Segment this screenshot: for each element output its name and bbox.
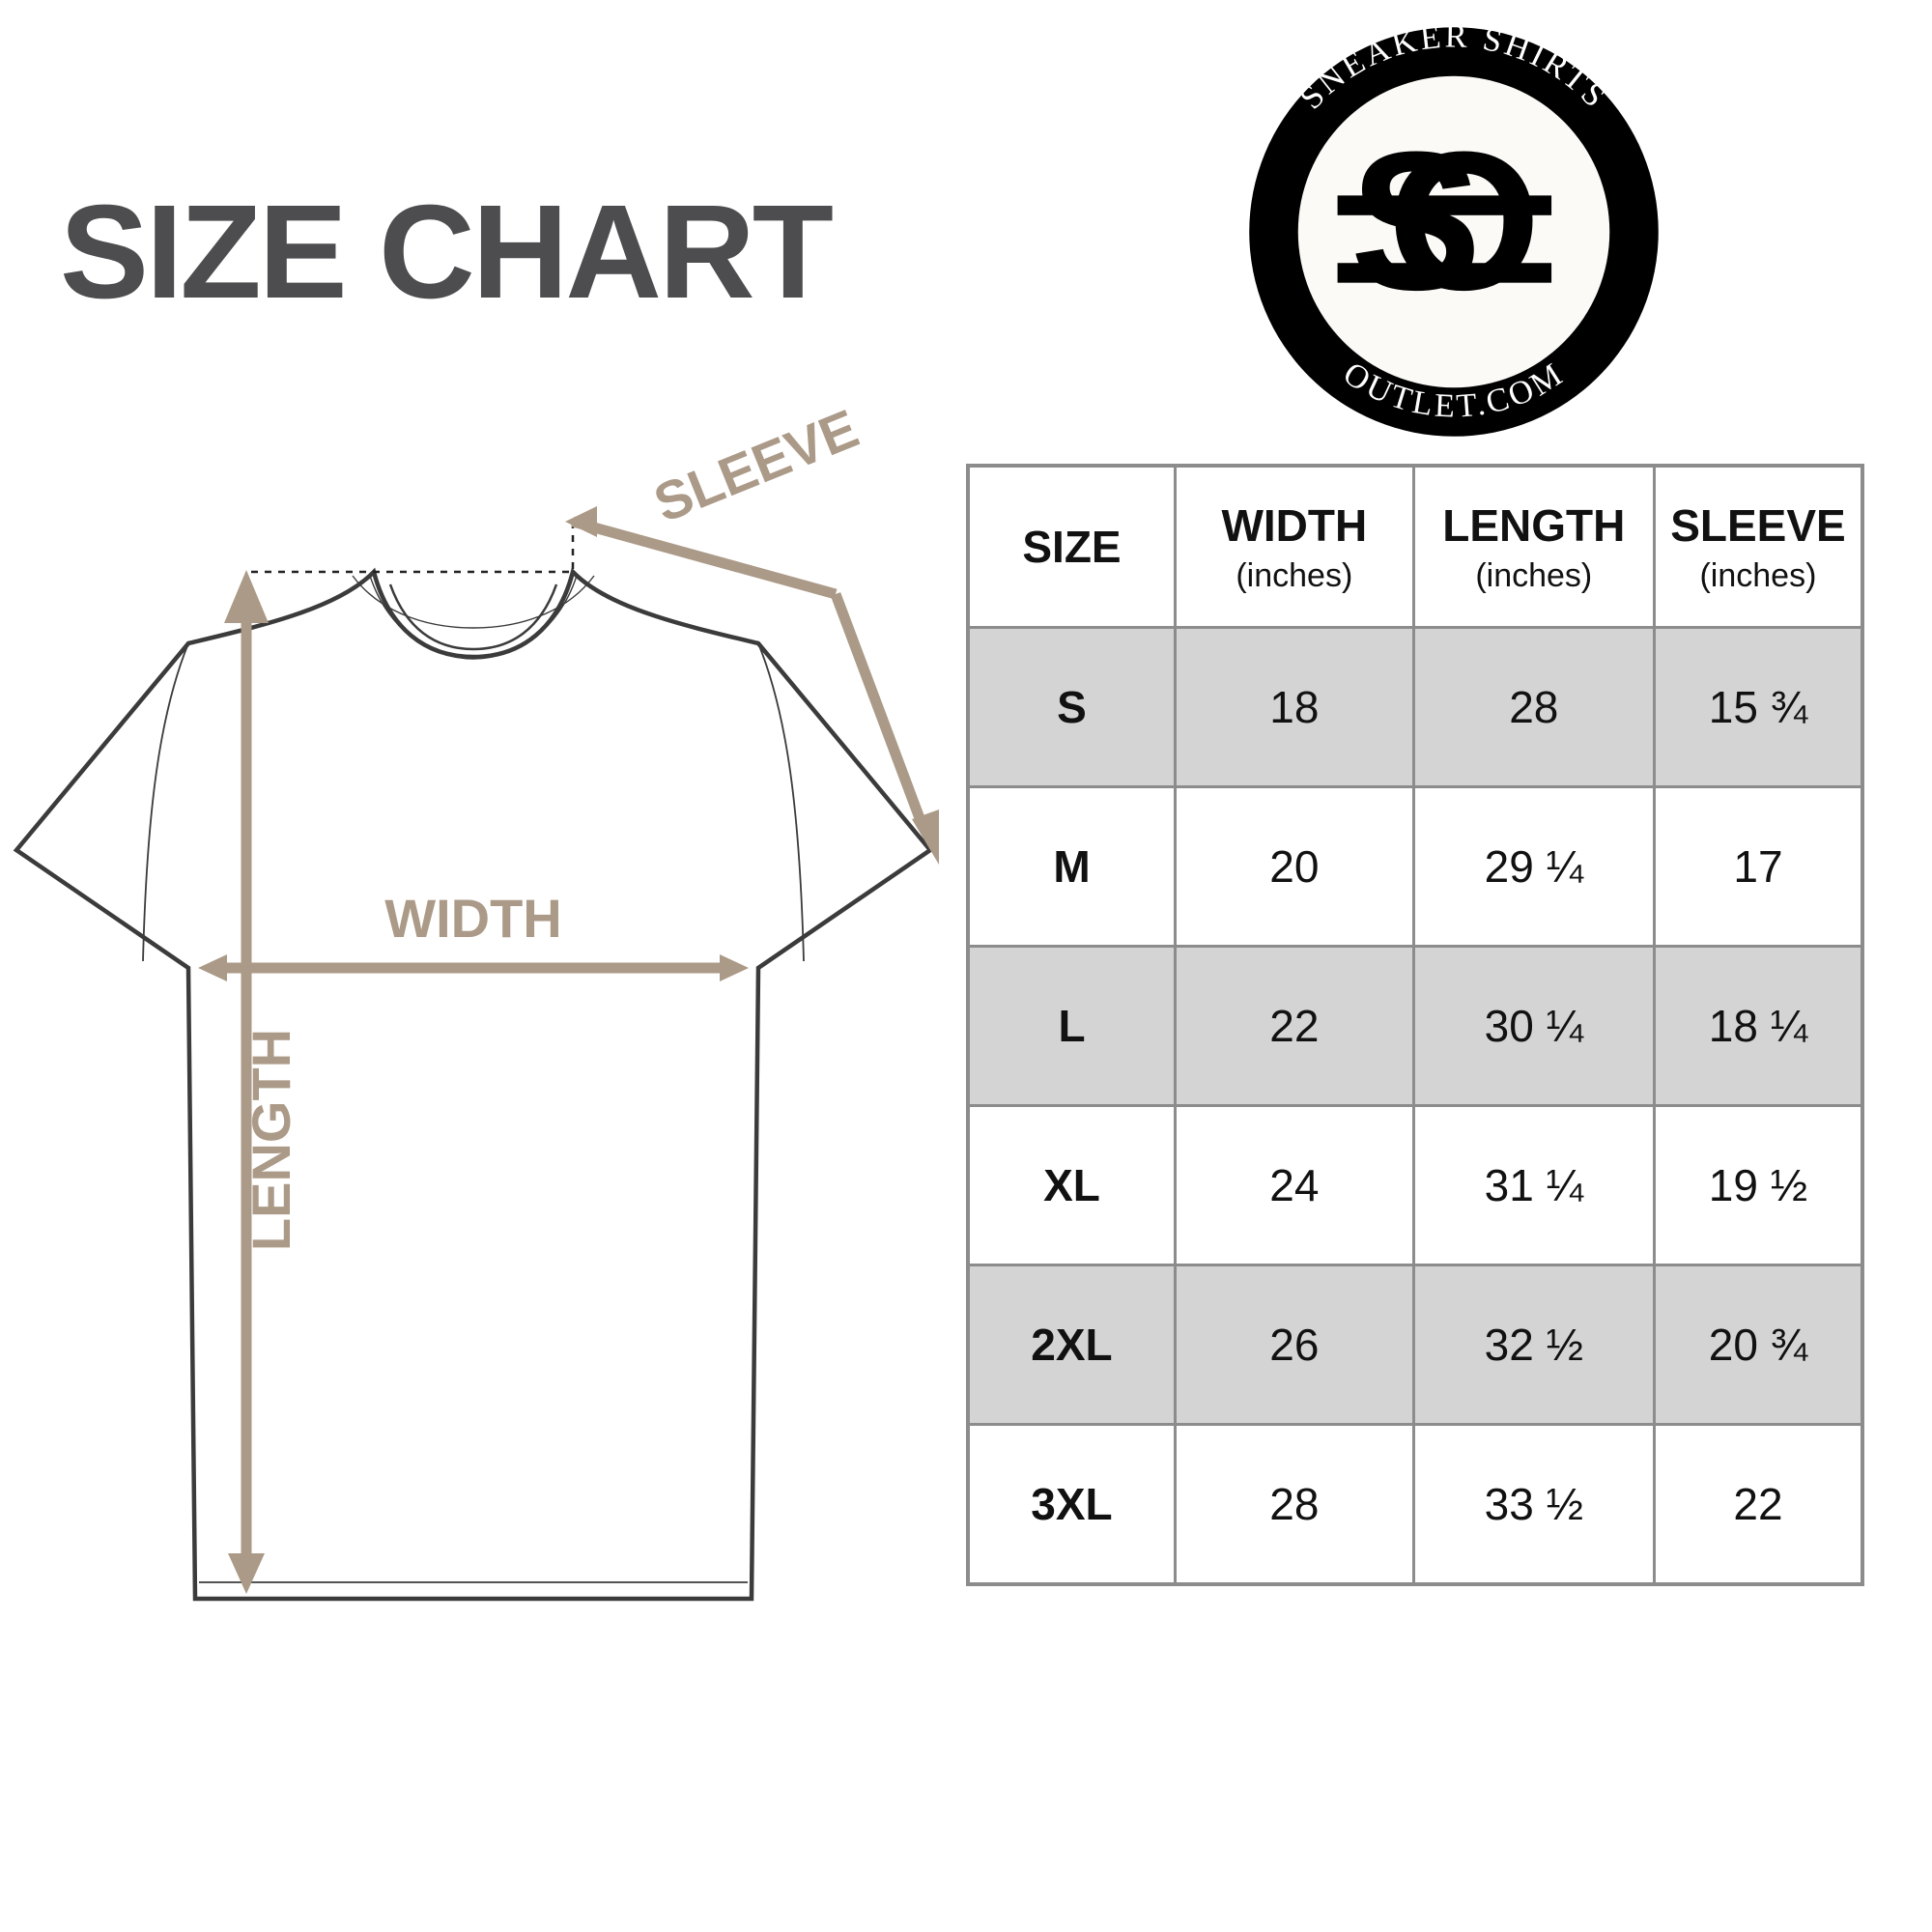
svg-text:LENGTH: LENGTH bbox=[241, 1029, 301, 1251]
svg-text:O: O bbox=[1387, 111, 1541, 331]
svg-text:WIDTH: WIDTH bbox=[384, 888, 562, 949]
svg-text:SLEEVE: SLEEVE bbox=[645, 397, 866, 533]
